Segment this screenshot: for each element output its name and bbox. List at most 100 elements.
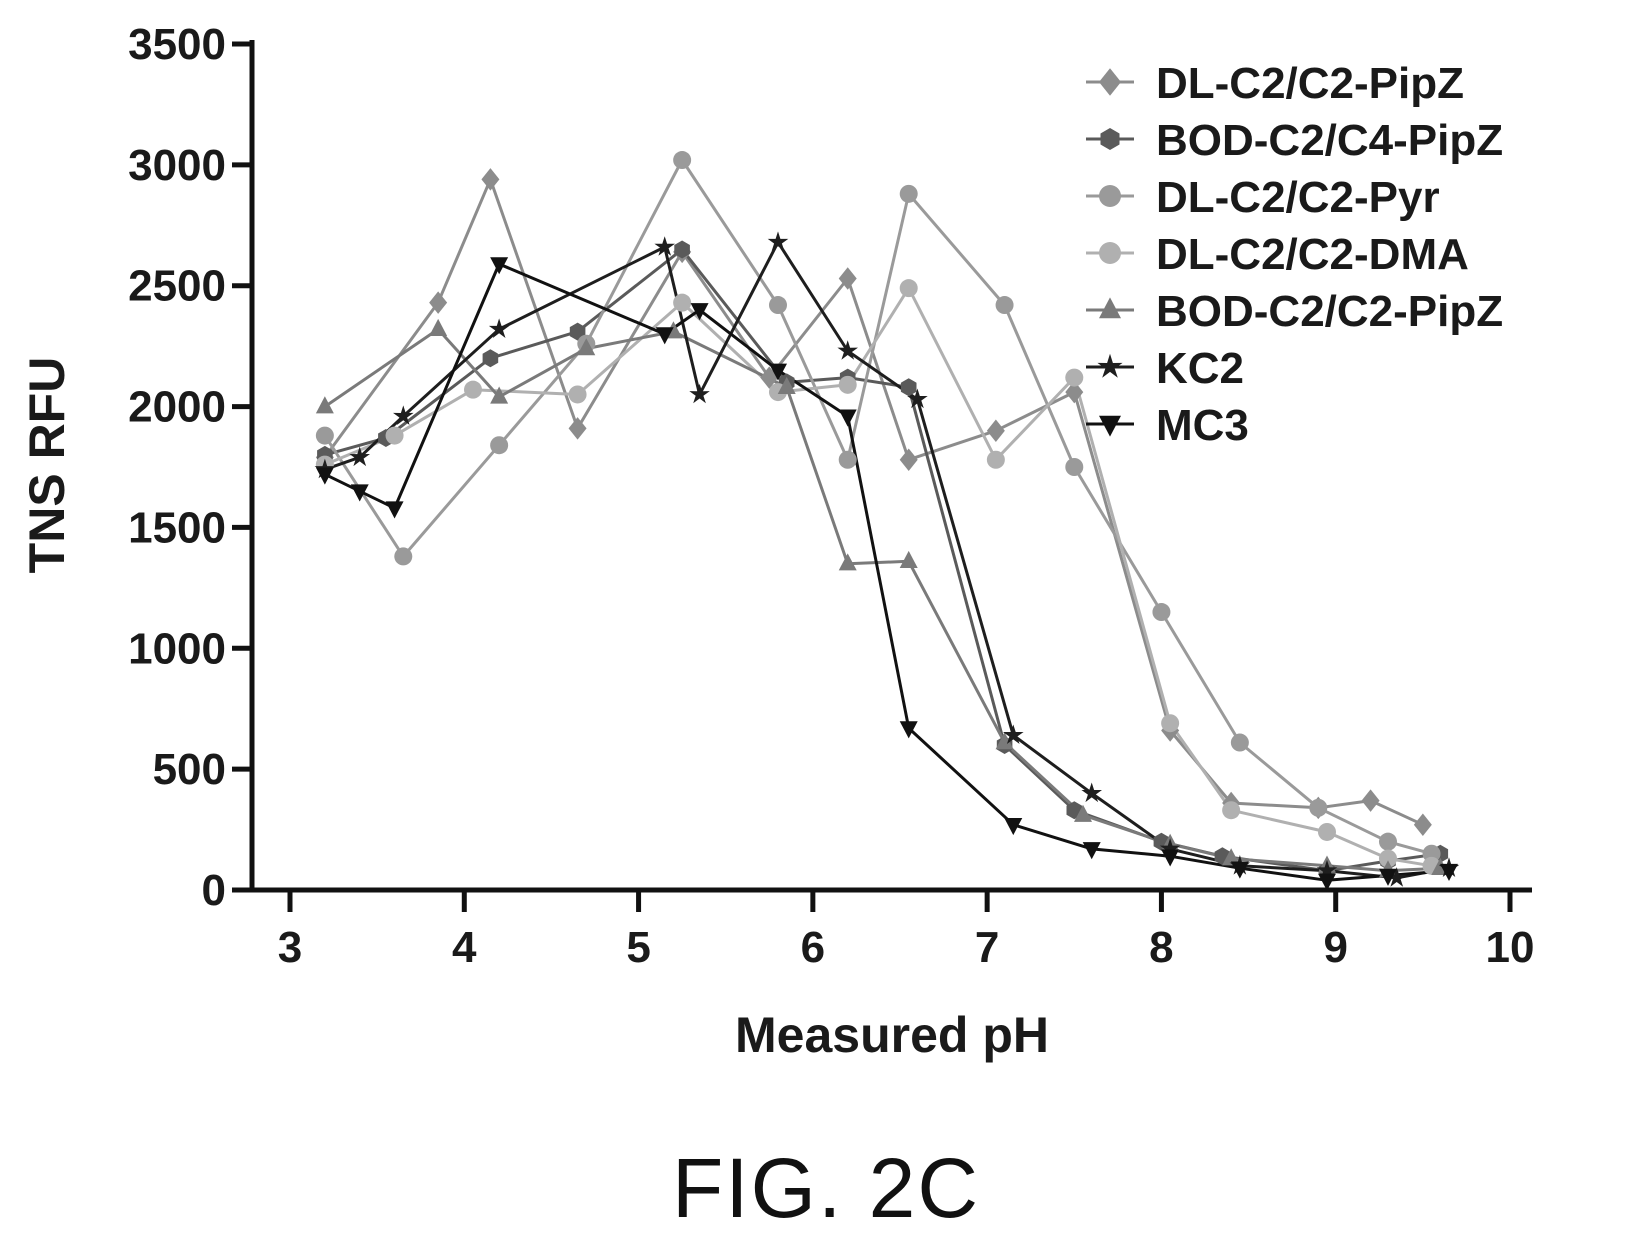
series-2-point-1 [394,547,413,566]
legend: DL-C2/C2-PipZ BOD-C2/C4-PipZ DL-C2/C2-Pyr D… [1086,59,1503,450]
series-0-point-7 [899,448,918,471]
y-tick-label-0: 0 [202,866,226,915]
legend-marker-0 [1099,68,1121,96]
series-6-point-10 [1082,842,1101,860]
series-3-point-8 [986,450,1005,469]
series-4-point-0 [315,396,334,414]
series-3-point-3 [568,385,587,404]
legend-marker-5 [1097,353,1123,378]
series-2-point-0 [315,426,334,445]
series-5-point-6 [767,231,789,251]
legend-label-1: BOD-C2/C4-PipZ [1156,116,1503,165]
series-0-point-6 [838,267,857,290]
y-tick-label-2: 1000 [128,624,226,673]
series-0-point-3 [568,417,587,440]
series-6-point-13 [1318,873,1336,891]
series-4-point-7 [899,550,918,569]
x-tick-label-6: 9 [1323,923,1347,972]
series-line-5 [324,240,1450,880]
series-3-point-11 [1222,801,1241,820]
series-line-6 [324,262,1450,882]
x-tick-label-3: 6 [801,923,825,972]
legend-label-2: DL-C2/C2-Pyr [1156,173,1440,222]
legend-label-6: MC3 [1156,401,1249,450]
series-0-point-13 [1361,789,1380,812]
series-1-point-4 [674,240,690,259]
series-6-point-5 [690,303,709,321]
y-tick-label-5: 2500 [128,262,226,311]
legend-label-3: DL-C2/C2-DMA [1156,230,1469,279]
series-6-point-2 [385,501,404,519]
legend-label-4: BOD-C2/C2-PipZ [1156,287,1503,336]
plot-markers [314,151,1460,891]
series-5-point-13 [1316,859,1338,880]
series-6-point-0 [315,467,334,485]
series-5-point-1 [349,446,370,467]
series-5-point-11 [1159,838,1181,858]
x-tick-label-4: 7 [975,923,999,972]
series-3-point-13 [1379,849,1397,868]
series-0-point-9 [1065,380,1084,404]
legend-marker-1 [1100,128,1120,150]
y-ticks: 0 500 1000 1500 2000 2500 3000 3500 [128,20,252,915]
y-axis-title: TNS RFU [19,357,75,574]
y-tick-label-3: 1500 [128,503,226,552]
series-3-point-1 [385,426,404,445]
series-0-point-14 [1413,813,1432,836]
series-4-point-2 [490,386,509,404]
series-2-point-8 [995,296,1014,315]
series-1-point-2 [482,349,499,368]
series-4-point-1 [429,318,448,336]
x-tick-label-7: 10 [1486,923,1535,972]
series-4-point-3 [577,338,596,356]
series-4-point-5 [777,376,796,394]
series-5-point-7 [837,340,858,360]
series-2-point-10 [1152,603,1171,622]
series-2-point-9 [1065,458,1084,476]
x-tick-label-5: 8 [1149,923,1173,972]
series-0-point-2 [481,168,500,191]
series-6-point-3 [490,257,509,275]
series-6-point-15 [1440,863,1458,882]
legend-label-0: DL-C2/C2-PipZ [1156,59,1464,108]
series-3-point-12 [1318,822,1336,841]
series-6-point-9 [1004,817,1023,836]
legend-label-5: KC2 [1156,344,1244,393]
series-2-point-5 [769,296,787,315]
series-4-point-11 [1222,848,1241,866]
y-tick-label-6: 3000 [128,141,226,190]
series-5-point-3 [488,318,510,338]
y-tick-label-4: 2000 [128,383,226,432]
x-tick-label-1: 4 [452,923,477,972]
series-6-point-8 [899,721,918,739]
legend-marker-6 [1099,415,1121,437]
series-6-point-1 [350,484,369,502]
series-2-point-12 [1309,798,1328,817]
series-6-point-6 [769,363,787,381]
x-tick-label-0: 3 [278,923,302,972]
series-2-point-7 [899,184,918,203]
series-3-point-2 [464,380,482,399]
series-3-point-9 [1065,368,1084,387]
figure-caption: FIG. 2C [671,1141,981,1235]
series-6-point-11 [1161,849,1180,867]
series-5-point-8 [907,388,928,409]
series-3-point-4 [673,293,692,312]
y-tick-label-1: 500 [153,745,226,794]
series-4-point-6 [838,553,857,571]
series-2-point-6 [838,450,857,469]
series-5-point-4 [654,236,675,256]
chart-svg: 0 500 1000 1500 2000 2500 3000 3500 3 4 5 6 7 8 9 10 T… [19,20,1535,1063]
series-0-point-1 [429,291,448,314]
x-tick-label-2: 5 [626,923,650,972]
series-0-point-8 [986,419,1005,442]
series-5-point-2 [393,405,414,425]
legend-marker-2 [1099,185,1121,207]
series-5-point-10 [1081,782,1102,803]
legend-marker-3 [1099,242,1121,264]
series-3-point-10 [1161,714,1180,733]
series-2-point-11 [1230,733,1249,752]
series-2-point-4 [673,151,692,170]
y-tick-label-7: 3500 [128,20,226,69]
x-axis-title: Measured pH [735,1007,1049,1063]
